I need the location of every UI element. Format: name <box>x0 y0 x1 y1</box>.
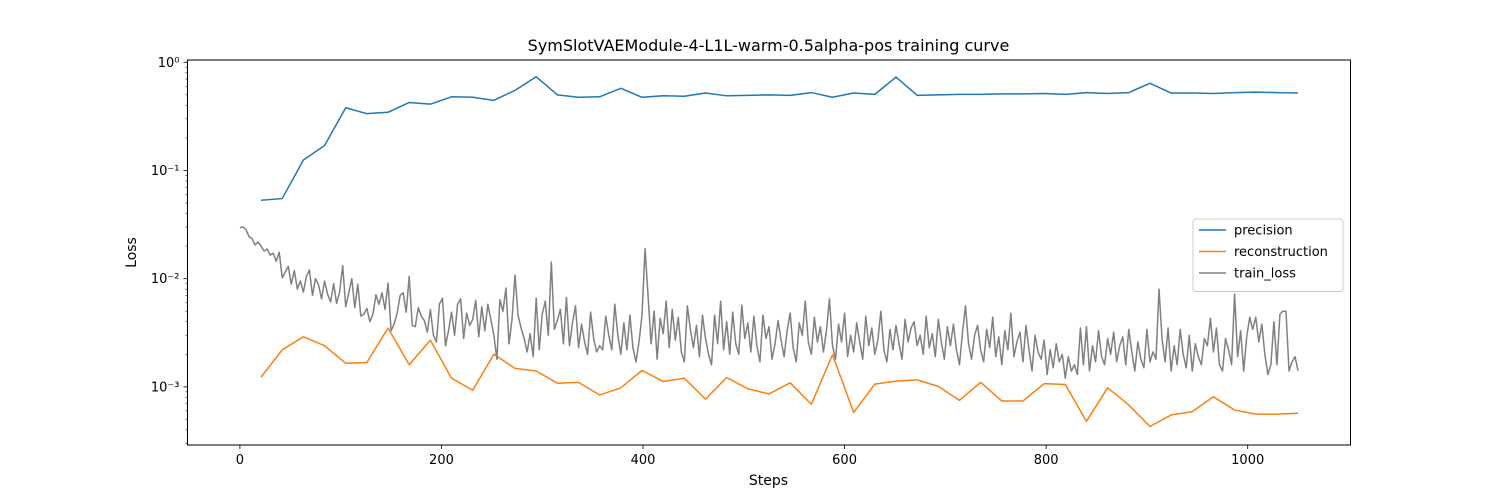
x-tick-label: 800 <box>1034 453 1059 468</box>
x-axis: 0 200 400 600 800 1000 <box>236 445 1264 468</box>
x-tick-label: 200 <box>429 453 454 468</box>
legend-label-reconstruction: reconstruction <box>1234 245 1328 260</box>
legend-label-train-loss: train_loss <box>1234 267 1296 282</box>
plot-area <box>239 76 1299 428</box>
x-tick-label: 1000 <box>1231 453 1264 468</box>
legend: precision reconstruction train_loss <box>1192 218 1344 292</box>
series-line-train-loss <box>239 226 1299 380</box>
series-line-reconstruction <box>260 327 1299 428</box>
chart-title: SymSlotVAEModule-4-L1L-warm-0.5alpha-pos… <box>528 36 1010 55</box>
legend-box <box>1192 218 1344 292</box>
y-tick-label: 10⁻³ <box>151 380 180 395</box>
series-line-precision <box>261 76 1299 202</box>
y-axis-label: Loss <box>124 237 140 268</box>
y-tick-label: 10⁻² <box>151 272 180 287</box>
y-tick-label: 10⁰ <box>158 56 180 71</box>
legend-label-precision: precision <box>1234 224 1293 239</box>
y-axis: 10⁻³ 10⁻² 10⁻¹ 10⁰ <box>151 56 188 444</box>
y-tick-label: 10⁻¹ <box>151 164 180 179</box>
x-axis-label: Steps <box>749 473 788 489</box>
plot-frame <box>187 59 1351 446</box>
x-tick-label: 400 <box>631 453 656 468</box>
x-tick-label: 600 <box>832 453 857 468</box>
x-tick-label: 0 <box>236 453 244 468</box>
